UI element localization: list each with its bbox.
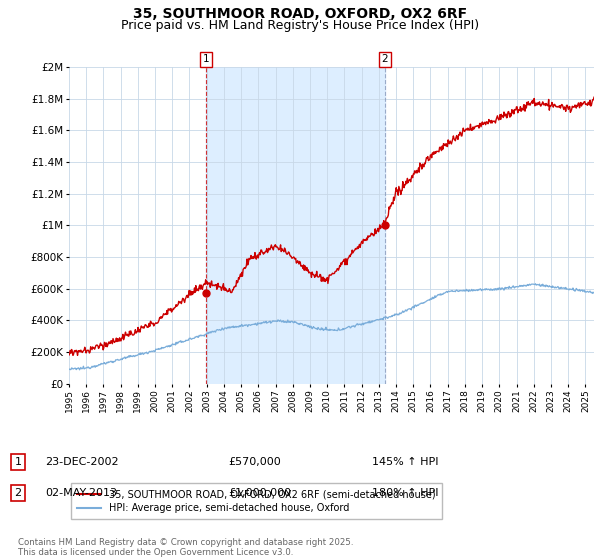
Text: 1: 1 (203, 54, 209, 64)
Text: 35, SOUTHMOOR ROAD, OXFORD, OX2 6RF: 35, SOUTHMOOR ROAD, OXFORD, OX2 6RF (133, 7, 467, 21)
Bar (206, 67, 385, 384)
Text: £1,000,000: £1,000,000 (228, 488, 291, 498)
Text: 2: 2 (382, 54, 388, 64)
Text: 145% ↑ HPI: 145% ↑ HPI (372, 457, 439, 467)
Text: 180% ↑ HPI: 180% ↑ HPI (372, 488, 439, 498)
Text: 2: 2 (14, 488, 22, 498)
Text: 1: 1 (14, 457, 22, 467)
Text: 02-MAY-2013: 02-MAY-2013 (45, 488, 117, 498)
Legend: 35, SOUTHMOOR ROAD, OXFORD, OX2 6RF (semi-detached house), HPI: Average price, s: 35, SOUTHMOOR ROAD, OXFORD, OX2 6RF (sem… (71, 483, 442, 519)
Text: £570,000: £570,000 (228, 457, 281, 467)
Text: Contains HM Land Registry data © Crown copyright and database right 2025.
This d: Contains HM Land Registry data © Crown c… (18, 538, 353, 557)
Text: 23-DEC-2002: 23-DEC-2002 (45, 457, 119, 467)
Text: Price paid vs. HM Land Registry's House Price Index (HPI): Price paid vs. HM Land Registry's House … (121, 19, 479, 32)
